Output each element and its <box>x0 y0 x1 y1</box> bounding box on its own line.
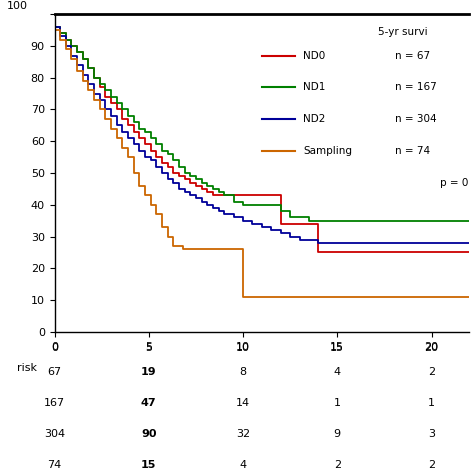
Text: 14: 14 <box>236 398 250 408</box>
Text: n = 304: n = 304 <box>394 114 436 124</box>
Text: risk: risk <box>17 363 37 373</box>
Text: 20: 20 <box>425 343 438 353</box>
Text: 67: 67 <box>47 366 62 377</box>
Text: ND2: ND2 <box>303 114 326 124</box>
Text: 167: 167 <box>44 398 65 408</box>
Text: 304: 304 <box>44 429 65 439</box>
Text: 10: 10 <box>236 343 250 353</box>
Text: 2: 2 <box>428 460 435 471</box>
Text: n = 167: n = 167 <box>394 82 437 92</box>
Text: 90: 90 <box>141 429 156 439</box>
Text: 5-yr survi: 5-yr survi <box>378 27 428 37</box>
Text: 74: 74 <box>47 460 62 471</box>
Text: n = 67: n = 67 <box>394 51 430 61</box>
Text: 9: 9 <box>334 429 341 439</box>
Text: 3: 3 <box>428 429 435 439</box>
Text: 47: 47 <box>141 398 156 408</box>
Text: 15: 15 <box>330 343 344 353</box>
Text: 15: 15 <box>141 460 156 471</box>
Text: 4: 4 <box>334 366 341 377</box>
Text: ND0: ND0 <box>303 51 326 61</box>
Text: 2: 2 <box>428 366 435 377</box>
Text: Sampling: Sampling <box>303 146 352 156</box>
Text: 5: 5 <box>145 343 152 353</box>
Text: n = 74: n = 74 <box>394 146 430 156</box>
Text: 4: 4 <box>239 460 246 471</box>
Text: 8: 8 <box>239 366 246 377</box>
Text: 2: 2 <box>334 460 341 471</box>
Text: 32: 32 <box>236 429 250 439</box>
Text: 19: 19 <box>141 366 156 377</box>
Text: 1: 1 <box>428 398 435 408</box>
Text: ND1: ND1 <box>303 82 326 92</box>
Text: p = 0: p = 0 <box>440 178 469 188</box>
Text: 100: 100 <box>7 1 28 11</box>
Text: 0: 0 <box>51 343 58 353</box>
Text: 1: 1 <box>334 398 341 408</box>
